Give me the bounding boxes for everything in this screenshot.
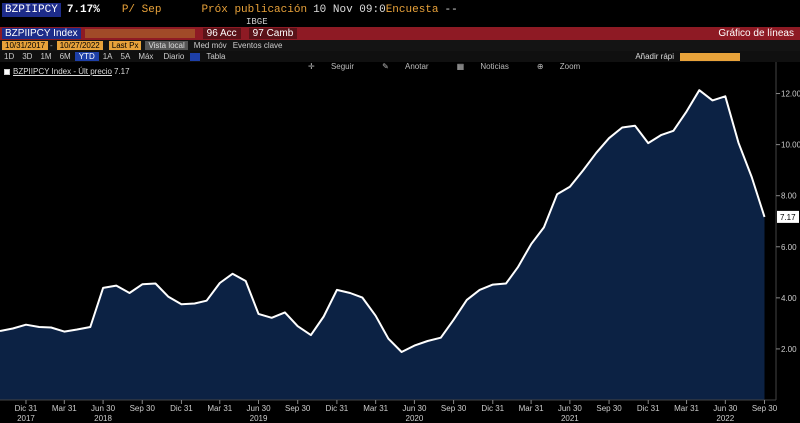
x-tick-label: Dic 31 bbox=[170, 404, 193, 413]
add-data-field[interactable] bbox=[680, 52, 740, 61]
x-year-label: 2021 bbox=[561, 414, 579, 423]
y-tick-label: 8.00 bbox=[781, 192, 797, 201]
frequency-selector[interactable]: Diario bbox=[163, 52, 185, 61]
function-bar: BZPIIPCY Index 96 Acc 97 Camb Gráfico de… bbox=[0, 27, 800, 40]
x-tick-label: Jun 30 bbox=[558, 404, 583, 413]
x-year-label: 2019 bbox=[250, 414, 268, 423]
y-tick-label: 4.00 bbox=[781, 294, 797, 303]
security-header: BZPIIPCY 7.17% P/ Sep Próx publicación 1… bbox=[0, 0, 800, 20]
range-5a[interactable]: 5A bbox=[120, 52, 131, 61]
y-tick-label: 6.00 bbox=[781, 243, 797, 252]
news-button[interactable]: ▦ Noticias bbox=[456, 62, 509, 71]
y-tick-label: 2.00 bbox=[781, 345, 797, 354]
add-quick-button[interactable]: Añadir rápi bbox=[635, 52, 674, 61]
x-tick-label: Mar 31 bbox=[519, 404, 544, 413]
field-selector[interactable]: Last Px bbox=[108, 41, 142, 50]
range-1m[interactable]: 1M bbox=[40, 52, 52, 61]
range-ytd[interactable]: YTD bbox=[74, 52, 99, 61]
x-tick-label: Mar 31 bbox=[52, 404, 77, 413]
x-tick-label: Jun 30 bbox=[247, 404, 272, 413]
next-release-label: Próx publicación bbox=[201, 4, 308, 16]
legend-last-value: 7.17 bbox=[114, 67, 130, 76]
survey-label: Encuesta bbox=[385, 4, 439, 16]
y-tick-label: 10.00 bbox=[781, 141, 800, 150]
last-value-marker: 7.17 bbox=[777, 210, 799, 223]
range-bar: 1D 3D 1M 6M YTD 1A 5A Máx Diario Tabla A… bbox=[0, 51, 800, 62]
plot-area bbox=[0, 89, 766, 400]
x-tick-label: Sep 30 bbox=[596, 404, 622, 413]
chart-icon[interactable] bbox=[190, 52, 201, 61]
ticker-symbol[interactable]: BZPIIPCY bbox=[2, 3, 61, 17]
zoom-button[interactable]: ⊕ Zoom bbox=[536, 62, 581, 71]
series-line bbox=[0, 89, 766, 353]
range-3d[interactable]: 3D bbox=[22, 52, 33, 61]
x-tick-label: Sep 30 bbox=[752, 404, 778, 413]
security-description-field[interactable] bbox=[84, 29, 195, 38]
view-selector[interactable]: Vista local bbox=[145, 41, 188, 50]
x-year-label: 2022 bbox=[716, 414, 734, 423]
next-release-value: 10 Nov 09:0 bbox=[313, 4, 386, 16]
start-date-field[interactable]: 10/31/2017 bbox=[2, 41, 49, 50]
x-tick-label: Dic 31 bbox=[481, 404, 504, 413]
x-tick-label: Jun 30 bbox=[91, 404, 116, 413]
line-chart[interactable]: 2.00 4.00 6.00 8.00 10.00 12.00 7.17 Dic 31 Mar… bbox=[0, 60, 800, 423]
actions-number-icon: 96 bbox=[206, 28, 220, 39]
range-max[interactable]: Máx bbox=[138, 52, 154, 61]
chart-type-label[interactable]: Gráfico de líneas bbox=[718, 28, 794, 39]
range-1d[interactable]: 1D bbox=[4, 52, 15, 61]
legend-series-name: BZPIIPCY Index - Últ precio bbox=[13, 67, 112, 76]
x-tick-label: Sep 30 bbox=[441, 404, 467, 413]
x-tick-label: Dic 31 bbox=[637, 404, 660, 413]
x-year-label: 2018 bbox=[94, 414, 112, 423]
y-axis: 2.00 4.00 6.00 8.00 10.00 12.00 7.17 bbox=[775, 62, 800, 400]
legend-checkbox[interactable] bbox=[4, 68, 10, 75]
x-axis: Dic 31 Mar 31 Jun 30 Sep 30 Dic 31 Mar 31 Jun … bbox=[0, 399, 778, 423]
edit-button[interactable]: 97 Camb bbox=[248, 28, 298, 39]
end-date-field[interactable]: 10/27/2022 bbox=[56, 41, 103, 50]
range-1a[interactable]: 1A bbox=[102, 52, 113, 61]
x-tick-label: Sep 30 bbox=[130, 404, 156, 413]
chart-toolbar: ✛ Seguir ✎ Anotar ▦ Noticias ⊕ Zoom bbox=[308, 62, 608, 74]
table-toggle[interactable]: Tabla bbox=[206, 52, 226, 61]
x-year-label: 2020 bbox=[406, 414, 424, 423]
x-year-label: 2017 bbox=[17, 414, 35, 423]
pencil-icon: ✎ bbox=[382, 62, 391, 71]
x-tick-label: Dic 31 bbox=[326, 404, 349, 413]
security-field[interactable]: BZPIIPCY Index bbox=[2, 28, 81, 39]
key-events-toggle[interactable]: Eventos clave bbox=[232, 41, 283, 50]
chart-controls: 10/31/2017 - 10/27/2022 Last Px Vista lo… bbox=[0, 40, 800, 51]
annotate-button[interactable]: ✎ Anotar bbox=[382, 62, 429, 71]
x-tick-label: Dic 31 bbox=[15, 404, 38, 413]
zoom-icon: ⊕ bbox=[536, 62, 546, 71]
x-tick-label: Mar 31 bbox=[207, 404, 232, 413]
x-tick-label: Sep 30 bbox=[285, 404, 311, 413]
moving-average-toggle[interactable]: Med móv bbox=[193, 41, 227, 50]
source-label: IBGE bbox=[246, 17, 268, 27]
date-separator: - bbox=[50, 41, 53, 50]
period-label: P/ Sep bbox=[121, 4, 162, 16]
chart-legend[interactable]: BZPIIPCY Index - Últ precio 7.17 bbox=[4, 67, 130, 76]
range-6m[interactable]: 6M bbox=[59, 52, 71, 61]
series-area bbox=[0, 90, 765, 400]
x-tick-label: Mar 31 bbox=[363, 404, 388, 413]
svg-text:7.17: 7.17 bbox=[780, 213, 796, 222]
x-tick-label: Mar 31 bbox=[674, 404, 699, 413]
survey-value: -- bbox=[444, 4, 458, 16]
news-icon: ▦ bbox=[456, 62, 467, 71]
current-price: 7.17% bbox=[66, 4, 100, 16]
follow-button[interactable]: ✛ Seguir bbox=[308, 62, 355, 71]
x-tick-label: Jun 30 bbox=[402, 404, 427, 413]
actions-button[interactable]: 96 Acc bbox=[202, 28, 241, 39]
crosshair-icon: ✛ bbox=[308, 62, 317, 71]
x-tick-label: Jun 30 bbox=[713, 404, 738, 413]
edit-number-icon: 97 bbox=[252, 28, 267, 39]
y-tick-label: 12.00 bbox=[781, 90, 800, 99]
